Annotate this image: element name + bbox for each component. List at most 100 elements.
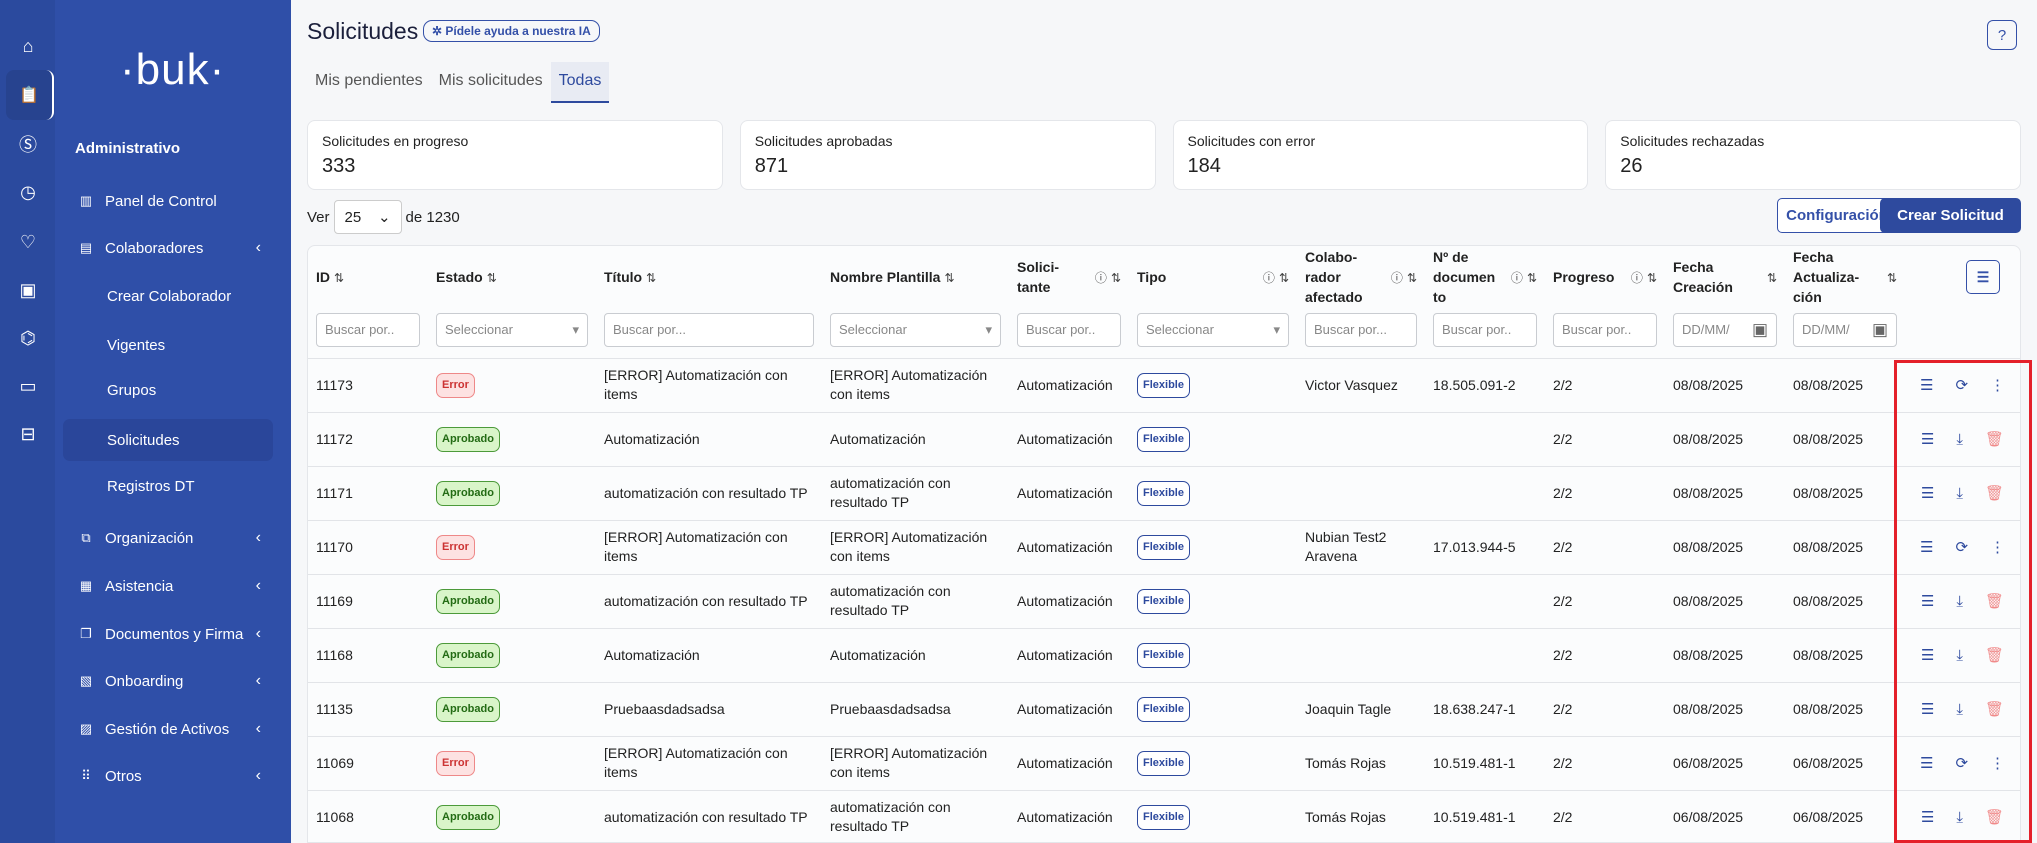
more-vertical-icon[interactable]: ⋮ [1990, 538, 2006, 556]
download-icon[interactable]: ⤓ [1956, 700, 1964, 718]
help-circle-icon[interactable]: ⓘ [1510, 270, 1523, 285]
ai-help-button[interactable]: ✲ Pídele ayuda a nuestra IA [423, 20, 600, 42]
calendar-icon[interactable]: ▣ [1871, 320, 1888, 340]
sidebar-item-organizaci-n[interactable]: ⧉ Organización ‹ [75, 518, 271, 558]
more-vertical-icon[interactable]: ⋮ [1990, 754, 2006, 772]
view-details-icon[interactable]: ☰ [1919, 376, 1934, 394]
column-header[interactable]: Estado ⇅ [428, 246, 596, 308]
view-details-icon[interactable]: ☰ [1920, 646, 1935, 664]
column-header[interactable]: Colabo-rador afectado ⓘ ⇅ [1297, 246, 1425, 308]
sort-icon[interactable]: ⇅ [1766, 270, 1777, 285]
folder-icon[interactable]: ▭ [19, 375, 37, 396]
sidebar-item-crear-colaborador[interactable]: Crear Colaborador [63, 276, 273, 316]
clock-icon[interactable]: ◷ [20, 181, 36, 202]
table-row[interactable]: 11169 Aprobado automatización con resultad… [308, 573, 2020, 628]
filter-input[interactable]: Buscar por.. [316, 312, 420, 347]
delete-icon[interactable]: 🗑 [1985, 430, 2005, 448]
table-row[interactable]: 11168 Aprobado Automatización Automatizació… [308, 627, 2020, 682]
filter-input[interactable]: Buscar por.. [1017, 312, 1121, 347]
date-filter-input[interactable]: DD/MM/ ▣ [1793, 312, 1897, 347]
filter-input[interactable]: Buscar por.. [1553, 312, 1657, 347]
delete-icon[interactable]: 🗑 [1985, 808, 2005, 826]
sort-icon[interactable]: ⇅ [334, 270, 345, 285]
filter-select[interactable]: Seleccionar ▾ [1137, 312, 1289, 347]
dollar-icon[interactable]: Ⓢ [19, 135, 37, 155]
view-details-icon[interactable]: ☰ [1920, 484, 1935, 502]
more-vertical-icon[interactable]: ⋮ [1990, 376, 2006, 394]
sidebar-item-onboarding[interactable]: ▧ Onboarding ‹ [75, 661, 271, 701]
sidebar-item-solicitudes[interactable]: Solicitudes [63, 419, 273, 461]
retry-icon[interactable]: ⟳ [1955, 538, 1969, 556]
table-row[interactable]: 11069 Error [ERROR] Automatización con ite… [308, 735, 2020, 790]
table-row[interactable]: 11068 Aprobado automatización con resultad… [308, 789, 2020, 842]
delete-icon[interactable]: 🗑 [1985, 700, 2005, 718]
download-icon[interactable]: ⤓ [1956, 592, 1964, 610]
home-icon[interactable]: ⌂ [22, 35, 34, 56]
sort-icon[interactable]: ⇅ [1406, 270, 1417, 285]
sidebar-item-documentos-y-firma[interactable]: ❐ Documentos y Firma ‹ [75, 614, 271, 654]
help-circle-icon[interactable]: ⓘ [1094, 270, 1107, 285]
download-icon[interactable]: ⤓ [1956, 808, 1964, 826]
sidebar-item-registros-dt[interactable]: Registros DT [63, 466, 273, 506]
create-request-button[interactable]: Crear Solicitud [1880, 198, 2021, 233]
download-icon[interactable]: ⤓ [1956, 484, 1964, 502]
clipboard-icon[interactable]: 📋 [6, 70, 54, 120]
column-header[interactable]: Tipo ⓘ ⇅ [1129, 246, 1297, 308]
sidebar-item-otros[interactable]: ⠿ Otros ‹ [75, 756, 271, 796]
view-details-icon[interactable]: ☰ [1920, 430, 1935, 448]
delete-icon[interactable]: 🗑 [1985, 646, 2005, 664]
store-icon[interactable]: ⊟ [20, 423, 36, 444]
delete-icon[interactable]: 🗑 [1985, 592, 2005, 610]
sort-icon[interactable]: ⇅ [1886, 270, 1897, 285]
filter-input[interactable]: Buscar por... [1305, 312, 1417, 347]
help-button[interactable]: ? [1987, 20, 2017, 50]
sort-icon[interactable]: ⇅ [944, 270, 955, 285]
column-header[interactable]: Progreso ⓘ ⇅ [1545, 246, 1665, 308]
delete-icon[interactable]: 🗑 [1985, 484, 2005, 502]
sidebar-item-asistencia[interactable]: ▦ Asistencia ‹ [75, 566, 271, 606]
calendar-icon[interactable]: ▣ [1751, 320, 1768, 340]
download-icon[interactable]: ⤓ [1956, 430, 1964, 448]
view-details-icon[interactable]: ☰ [1920, 808, 1935, 826]
view-details-icon[interactable]: ☰ [1919, 754, 1934, 772]
configuration-button[interactable]: Configuración [1777, 198, 1897, 233]
column-header[interactable]: Título ⇅ [596, 246, 822, 308]
tab-mis-solicitudes[interactable]: Mis solicitudes [438, 72, 543, 89]
sort-icon[interactable]: ⇅ [486, 270, 497, 285]
download-icon[interactable]: ⤓ [1956, 646, 1964, 664]
per-page-select[interactable]: 25 ⌄ [333, 200, 402, 234]
hand-heart-icon[interactable]: ♡ [19, 231, 37, 252]
table-row[interactable]: 11171 Aprobado automatización con resultad… [308, 465, 2020, 520]
gift-icon[interactable]: ▣ [19, 279, 37, 300]
tab-todas[interactable]: Todas [550, 62, 610, 103]
help-circle-icon[interactable]: ⓘ [1262, 270, 1275, 285]
sidebar-item-colaboradores[interactable]: ▤ Colaboradores ‹ [75, 228, 271, 268]
tab-mis-pendientes[interactable]: Mis pendientes [315, 72, 423, 89]
column-header[interactable]: Fecha Actualiza-ción ⇅ [1785, 246, 1905, 308]
column-header[interactable]: Fecha Creación ⇅ [1665, 246, 1785, 308]
table-row[interactable]: 11135 Aprobado Pruebaasdadsadsa Pruebaasdad… [308, 681, 2020, 736]
filter-select[interactable]: Seleccionar ▾ [436, 312, 588, 347]
help-circle-icon[interactable]: ⓘ [1390, 270, 1403, 285]
column-header[interactable]: Nombre Plantilla ⇅ [822, 246, 1009, 308]
table-row[interactable]: 11173 Error [ERROR] Automatización con ite… [308, 357, 2020, 412]
table-row[interactable]: 11170 Error [ERROR] Automatización con ite… [308, 519, 2020, 574]
graduation-icon[interactable]: ⌬ [20, 327, 36, 348]
filter-input[interactable]: Buscar por.. [1433, 312, 1537, 347]
sort-icon[interactable]: ⇅ [1526, 270, 1537, 285]
help-circle-icon[interactable]: ⓘ [1630, 270, 1643, 285]
sidebar-item-vigentes[interactable]: Vigentes [63, 325, 273, 365]
filter-select[interactable]: Seleccionar ▾ [830, 312, 1001, 347]
date-filter-input[interactable]: DD/MM/ ▣ [1673, 312, 1777, 347]
view-details-icon[interactable]: ☰ [1920, 592, 1935, 610]
column-header[interactable]: Nº de documen to ⓘ ⇅ [1425, 246, 1545, 308]
sort-icon[interactable]: ⇅ [1110, 270, 1121, 285]
sidebar-item-gesti-n-de-activos[interactable]: ▨ Gestión de Activos ‹ [75, 709, 271, 749]
column-header[interactable]: Solici-tante ⓘ ⇅ [1009, 246, 1129, 308]
table-row[interactable]: 11172 Aprobado Automatización Automatizació… [308, 411, 2020, 466]
filter-input[interactable]: Buscar por... [604, 312, 814, 347]
column-header[interactable]: ID ⇅ [308, 246, 428, 308]
column-settings-button[interactable]: ☰ [1966, 260, 2000, 294]
sidebar-item-grupos[interactable]: Grupos [63, 370, 273, 410]
sort-icon[interactable]: ⇅ [646, 270, 657, 285]
